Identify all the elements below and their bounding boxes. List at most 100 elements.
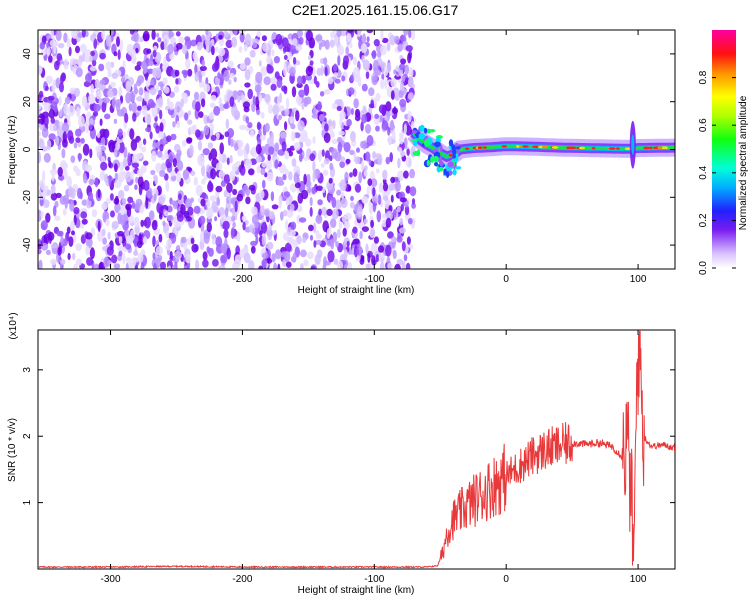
- spectrogram-noise-cell: [266, 241, 274, 250]
- spectrogram-noise-cell: [48, 133, 56, 141]
- spectrogram-noise-cell: [59, 259, 66, 265]
- spectrogram-noise-cell: [267, 154, 271, 161]
- spectrogram-noise-cell: [68, 46, 72, 57]
- spectrogram-noise-cell: [93, 103, 101, 112]
- spectrogram-noise-cell: [183, 210, 190, 219]
- snr-x-tick-label: 0: [503, 574, 509, 585]
- spectrogram-noise-cell: [50, 243, 58, 249]
- spectrogram-noise-cell: [86, 257, 94, 266]
- spectrogram-noise-cell: [356, 147, 360, 153]
- spectrogram-noise-cell: [341, 75, 346, 82]
- spectrogram-noise-cell: [248, 260, 255, 269]
- spectrogram-noise-cell: [211, 200, 218, 213]
- spectrogram-noise-cell: [144, 72, 148, 81]
- spectrogram-noise-cell: [284, 121, 288, 131]
- spectrogram-noise-cell: [152, 252, 156, 260]
- spectrogram-noise-cell: [127, 261, 134, 269]
- spectrogram-noise-cell: [298, 217, 307, 223]
- spectrogram-noise-cell: [399, 135, 404, 145]
- spectrogram-noise-cell: [39, 41, 46, 50]
- spectrogram-noise-cell: [380, 61, 386, 69]
- spectrogram-noise-cell: [79, 43, 87, 54]
- spectrogram-noise-cell: [143, 179, 150, 191]
- spectrogram-x-tick-label: -200: [232, 274, 252, 285]
- spectrogram-noise-cell: [208, 152, 212, 161]
- spectrogram-transition-cell: [452, 168, 457, 176]
- spectrogram-noise-cell: [405, 156, 412, 168]
- spectrogram-noise-cell: [265, 158, 272, 171]
- spectrogram-noise-cell: [373, 236, 379, 244]
- spectrogram-noise-cell: [345, 46, 350, 55]
- spectrogram-noise-cell: [354, 183, 362, 193]
- spectrogram-noise-cell: [118, 86, 123, 98]
- spectrogram-noise-cell: [222, 220, 230, 231]
- spectrogram-noise-cell: [283, 250, 291, 262]
- spectrogram-noise-cell: [162, 77, 168, 85]
- spectrogram-noise-cell: [38, 104, 42, 110]
- spectrogram-noise-cell: [45, 249, 51, 256]
- colorbar: 0.0 0.2 0.4 0.6 0.8 Normalized spectral ampl…: [698, 30, 749, 275]
- spectrogram-noise-cell: [137, 168, 144, 178]
- spectrogram-noise-cell: [337, 55, 341, 66]
- spectrogram-noise-cell: [290, 256, 297, 263]
- spectrogram-noise-cell: [66, 38, 71, 48]
- spectrogram-noise-cell: [336, 228, 341, 239]
- spectrogram-noise-cell: [53, 124, 57, 132]
- spectrogram-noise-cell: [71, 230, 75, 236]
- spectrogram-noise-cell: [337, 260, 344, 269]
- spectrogram-noise-cell: [270, 191, 275, 202]
- spectrogram-noise-cell: [38, 238, 42, 245]
- spectrogram-noise-cell: [309, 60, 314, 66]
- spectrogram-noise-cell: [220, 243, 228, 254]
- spectrogram-noise-cell: [251, 206, 258, 216]
- spectrogram-noise-cell: [333, 258, 339, 265]
- spectrogram-noise-cell: [45, 85, 49, 91]
- spectrogram-noise-cell: [394, 263, 401, 269]
- spectrogram-noise-cell: [201, 98, 206, 108]
- spectrogram-noise-cell: [398, 147, 403, 153]
- spectrogram-noise-cell: [201, 59, 205, 67]
- spectrogram-noise-cell: [394, 95, 400, 101]
- spectrogram-noise-cell: [48, 55, 53, 63]
- spectrogram-noise-cell: [360, 121, 364, 132]
- spectrogram-noise-cell: [85, 123, 89, 134]
- spectrogram-noise-cell: [106, 246, 114, 256]
- spectrogram-x-tick-label: -100: [364, 274, 384, 285]
- spectrogram-noise-cell: [158, 213, 163, 220]
- spectrogram-noise-cell: [50, 168, 58, 176]
- spectrogram-noise-cell: [118, 189, 125, 199]
- spectrogram-noise-cell: [318, 42, 322, 51]
- spectrogram-noise-cell: [347, 185, 352, 192]
- spectrogram-noise-cell: [67, 105, 75, 117]
- spectrogram-noise-cell: [209, 195, 216, 202]
- spectrogram-noise-cell: [408, 67, 414, 78]
- spectrogram-noise-cell: [364, 165, 368, 171]
- spectrogram-noise-cell: [158, 196, 166, 205]
- spectrogram-noise-cell: [224, 207, 229, 218]
- spectrogram-noise-cell: [401, 261, 406, 269]
- spectrogram-noise-cell: [198, 72, 202, 83]
- spectrogram-x-tick-label: -300: [101, 274, 121, 285]
- spectrogram-noise-cell: [370, 219, 374, 229]
- spectrogram-noise-cell: [132, 257, 136, 268]
- spectrogram-noise-cell: [301, 103, 305, 110]
- spectrogram-noise-cell: [297, 75, 303, 85]
- spectrogram-noise-cell: [266, 65, 274, 74]
- spectrogram-noise-cell: [107, 231, 111, 240]
- spectrogram-noise-cell: [353, 98, 359, 109]
- spectrogram-noise-cell: [215, 46, 219, 53]
- spectrogram-noise-cell: [102, 237, 107, 245]
- spectrogram-noise-cell: [91, 209, 97, 218]
- spectrogram-noise-cell: [400, 58, 407, 65]
- spectrogram-noise-cell: [97, 220, 101, 232]
- spectrogram-noise-cell: [320, 65, 324, 76]
- spectrogram-noise-cell: [297, 120, 305, 132]
- spectrogram-noise-cell: [316, 185, 324, 192]
- spectrogram-noise-cell: [64, 96, 71, 105]
- spectrogram-noise-cell: [154, 176, 158, 185]
- spectrogram-noise-cell: [292, 57, 297, 65]
- spectrogram-noise-cell: [111, 220, 119, 230]
- spectrogram-noise-cell: [229, 155, 233, 164]
- spectrogram-noise-cell: [362, 105, 367, 116]
- spectrogram-noise-cell: [337, 141, 343, 153]
